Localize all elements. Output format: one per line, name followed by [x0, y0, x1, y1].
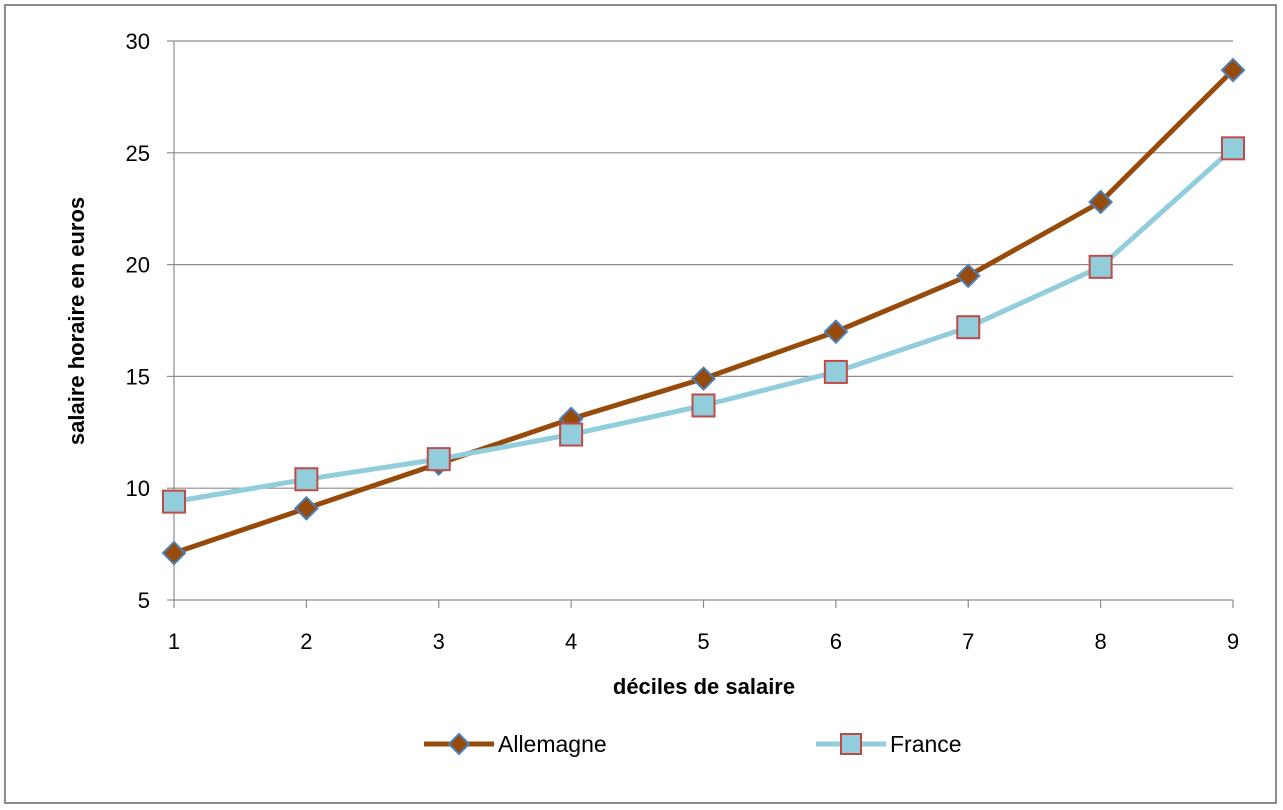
series-line-france: [171, 145, 1236, 505]
legend-label-france: France: [890, 731, 962, 757]
x-tick-label: 5: [697, 629, 709, 654]
data-point-allemagne: [161, 540, 187, 566]
x-tick-label: 7: [962, 629, 974, 654]
x-tick-label: 2: [300, 629, 312, 654]
axes: [167, 40, 1234, 608]
legend-marker-france: [840, 733, 862, 755]
x-tick-label: 4: [565, 629, 577, 654]
legend-item-france: France: [816, 731, 962, 757]
data-point-france: [294, 467, 319, 492]
data-point-france: [956, 315, 981, 340]
y-axis-title: salaire horaire en euros: [64, 197, 89, 445]
tick-labels: 5 10 15 20 25 30 1 2 3 4 5 6 7 8 9: [126, 29, 1240, 654]
data-point-allemagne: [1088, 189, 1114, 215]
data-point-allemagne: [293, 495, 319, 521]
data-point-allemagne: [1220, 57, 1246, 83]
x-tick-label: 6: [830, 629, 842, 654]
data-point-france: [426, 447, 451, 472]
data-point-france: [1088, 254, 1113, 279]
data-point-allemagne: [823, 319, 849, 345]
x-tick-label: 8: [1095, 629, 1107, 654]
legend-marker-allemagne: [447, 732, 471, 756]
data-point-france: [823, 359, 848, 384]
y-tick-label: 15: [126, 364, 150, 389]
y-tick-label: 5: [138, 588, 150, 613]
data-point-france: [162, 489, 186, 514]
data-point-allemagne: [955, 263, 981, 289]
legend: Allemagne France: [424, 731, 962, 757]
y-tick-label: 25: [126, 141, 150, 166]
chart-frame: [4, 4, 1277, 804]
x-tick-label: 9: [1227, 629, 1239, 654]
data-point-allemagne: [691, 366, 716, 392]
x-tick-label: 1: [168, 629, 180, 654]
data-point-france: [691, 393, 716, 418]
y-tick-label: 30: [126, 29, 150, 54]
series-line-allemagne: [171, 67, 1236, 556]
legend-label-allemagne: Allemagne: [498, 731, 607, 757]
gridlines: [174, 40, 1233, 489]
data-point-france: [1221, 136, 1245, 161]
x-tick-label: 3: [433, 629, 445, 654]
y-tick-label: 10: [126, 476, 150, 501]
y-tick-label: 20: [126, 253, 150, 278]
x-axis-title: déciles de salaire: [613, 674, 795, 699]
series-lines: [171, 67, 1236, 556]
data-point-france: [559, 422, 584, 447]
legend-item-allemagne: Allemagne: [424, 731, 607, 757]
series-markers: [161, 57, 1246, 566]
